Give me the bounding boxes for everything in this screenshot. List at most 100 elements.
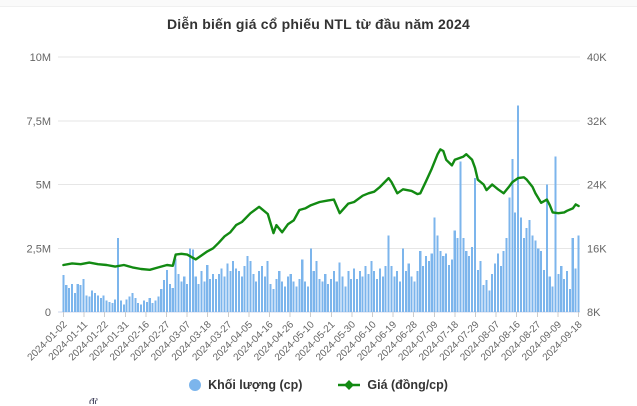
volume-bar bbox=[246, 255, 249, 312]
volume-bar bbox=[381, 276, 384, 312]
volume-bar bbox=[514, 212, 517, 312]
volume-bar bbox=[551, 286, 554, 312]
legend-item-price[interactable]: Giá (đồng/cp) bbox=[338, 378, 448, 392]
volume-bar bbox=[387, 235, 390, 312]
volume-bar bbox=[232, 261, 235, 312]
volume-bar bbox=[304, 281, 307, 312]
volume-bar bbox=[401, 248, 404, 312]
volume-bar bbox=[96, 295, 99, 312]
volume-bar bbox=[430, 253, 433, 312]
volume-bar bbox=[370, 261, 373, 312]
volume-bar bbox=[565, 271, 569, 312]
volume-bar bbox=[174, 258, 177, 312]
price-line-series bbox=[62, 148, 580, 272]
volume-bar bbox=[235, 268, 238, 312]
volume-bar bbox=[283, 286, 287, 312]
volume-bar bbox=[327, 283, 330, 312]
volume-bar bbox=[160, 289, 163, 312]
volume-bar bbox=[82, 278, 85, 312]
volume-bar bbox=[488, 290, 491, 312]
legend-price-label: Giá (đồng/cp) bbox=[367, 378, 448, 392]
volume-bar bbox=[91, 290, 94, 312]
volume-bar bbox=[456, 238, 459, 312]
volume-bar bbox=[183, 276, 186, 312]
price-series-marker-icon bbox=[338, 380, 361, 390]
volume-bar bbox=[496, 253, 499, 312]
volume-bar bbox=[407, 263, 410, 312]
volume-bar bbox=[537, 248, 540, 312]
volume-bar bbox=[413, 281, 416, 312]
volume-bar bbox=[453, 230, 456, 312]
volume-bar bbox=[522, 238, 525, 312]
volume-bar bbox=[70, 283, 74, 312]
volume-bar bbox=[94, 292, 97, 313]
chart-title: Diễn biến giá cổ phiếu NTL từ đầu năm 20… bbox=[166, 16, 470, 32]
volume-bar bbox=[286, 276, 289, 312]
volume-bar bbox=[260, 266, 263, 312]
y-right-tick-label: 40K bbox=[587, 52, 607, 64]
volume-bar bbox=[85, 295, 88, 312]
volume-bar bbox=[289, 273, 292, 312]
volume-bar bbox=[114, 299, 117, 312]
volume-bar bbox=[494, 263, 497, 312]
y-right-tick-label: 32K bbox=[587, 116, 607, 128]
volume-bar bbox=[519, 217, 522, 312]
volume-bar bbox=[312, 271, 315, 312]
volume-bar bbox=[424, 255, 428, 312]
y-left-tick-label: 2,5M bbox=[27, 243, 51, 255]
volume-bar bbox=[266, 261, 269, 312]
volume-bar bbox=[220, 268, 223, 312]
volume-bar bbox=[353, 268, 356, 312]
volume-bar bbox=[105, 300, 108, 312]
volume-bar bbox=[329, 278, 333, 312]
volume-bar bbox=[79, 285, 82, 312]
volume-bar bbox=[358, 271, 361, 312]
volume-bar bbox=[376, 278, 379, 312]
volume-bar bbox=[439, 250, 442, 312]
volume-bar bbox=[335, 281, 338, 312]
volume-bar bbox=[275, 278, 278, 312]
volume-bar bbox=[272, 289, 275, 312]
volume-bar bbox=[99, 297, 102, 312]
volume-bar bbox=[341, 276, 344, 312]
volume-bar bbox=[252, 273, 255, 312]
volume-bar bbox=[378, 268, 381, 312]
volume-bar bbox=[318, 278, 321, 312]
volume-bar bbox=[128, 296, 131, 312]
volume-bar bbox=[194, 276, 197, 312]
volume-bar bbox=[188, 248, 192, 312]
volume-bar bbox=[211, 273, 215, 312]
volume-bar bbox=[422, 266, 425, 312]
volume-bar bbox=[163, 280, 166, 313]
legend-item-volume[interactable]: Khối lượng (cp) bbox=[189, 378, 302, 392]
legend: Khối lượng (cp) Giá (đồng/cp) bbox=[0, 378, 637, 392]
volume-bar bbox=[393, 276, 396, 312]
volume-bar bbox=[223, 276, 226, 312]
volume-bar bbox=[206, 264, 209, 312]
volume-bar bbox=[390, 266, 393, 312]
volume-bar bbox=[508, 197, 511, 312]
volume-bar bbox=[485, 280, 488, 313]
volume-bar bbox=[534, 240, 537, 312]
volume-bar bbox=[410, 276, 413, 312]
volume-bar bbox=[528, 220, 531, 312]
top-border bbox=[0, 0, 637, 7]
volume-bar bbox=[468, 255, 471, 312]
volume-bar bbox=[217, 273, 220, 312]
volume-bar bbox=[416, 271, 419, 312]
volume-bar bbox=[200, 271, 203, 312]
volume-bar bbox=[306, 286, 310, 312]
volume-bar bbox=[450, 259, 453, 312]
volume-bar bbox=[554, 156, 557, 312]
volume-bar bbox=[531, 235, 534, 312]
volume-bar bbox=[479, 261, 482, 312]
volume-bar bbox=[338, 262, 341, 313]
volume-bar bbox=[563, 278, 566, 312]
volume-bar bbox=[324, 273, 327, 312]
volume-bar bbox=[140, 304, 143, 312]
volume-bar bbox=[68, 287, 71, 313]
volume-bar bbox=[396, 271, 399, 312]
volume-bar bbox=[137, 303, 140, 312]
